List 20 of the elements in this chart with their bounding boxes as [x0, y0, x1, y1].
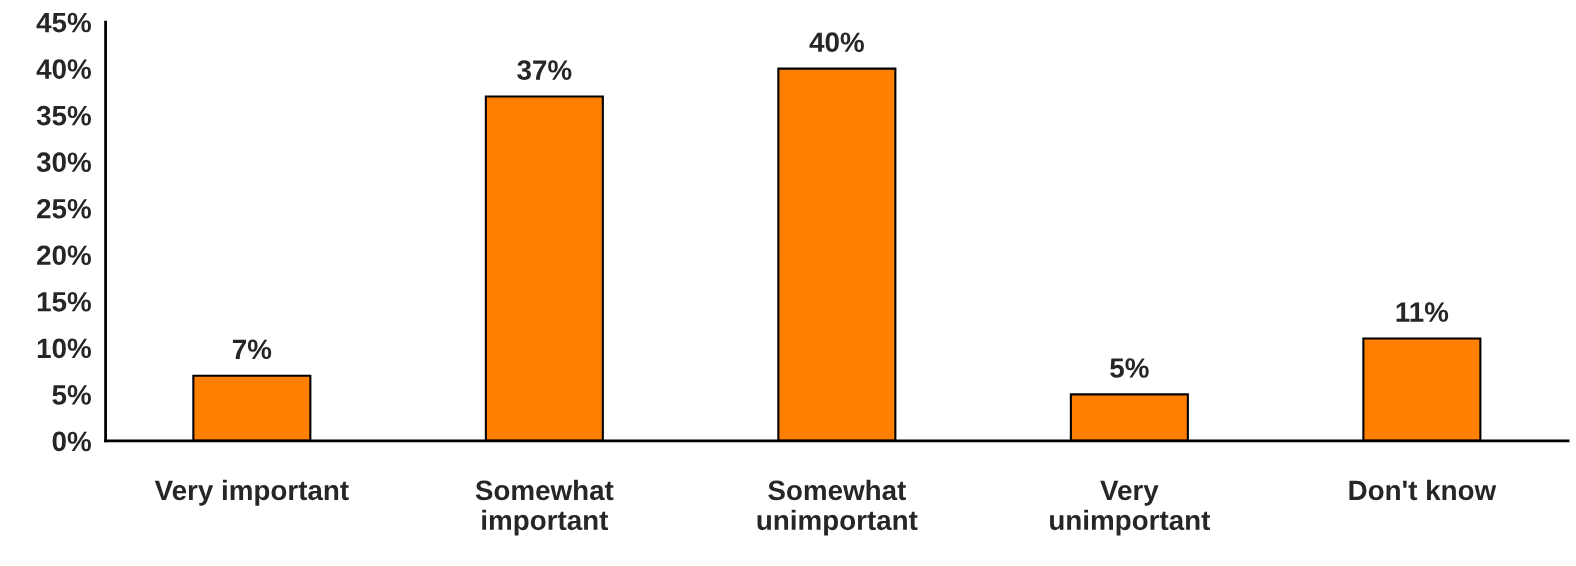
x-tick-label: Somewhat important — [475, 479, 614, 536]
x-tick-label: Somewhat unimportant — [757, 479, 918, 536]
data-label: 11% — [1396, 302, 1449, 322]
y-tick-label: 10% — [37, 338, 91, 359]
y-tick-label: 30% — [36, 152, 91, 173]
y-tick-label: 5% — [52, 385, 91, 405]
data-label: 7% — [232, 339, 272, 360]
y-tick-label: 20% — [37, 245, 91, 266]
y-tick-label: 45% — [36, 12, 91, 33]
y-tick-label: 25% — [37, 198, 91, 219]
x-tick-label: Don't know — [1349, 479, 1497, 501]
data-label: 5% — [1110, 358, 1149, 378]
y-tick-label: 15% — [37, 292, 91, 312]
x-tick-label: Very important — [154, 479, 349, 506]
y-tick-label: 40% — [36, 59, 91, 79]
y-tick-label: 35% — [36, 105, 91, 126]
data-label: 37% — [517, 60, 572, 80]
x-tick-label: Very unimportant — [1050, 480, 1211, 536]
y-tick-label: 0% — [52, 431, 91, 452]
data-label: 40% — [809, 32, 864, 53]
